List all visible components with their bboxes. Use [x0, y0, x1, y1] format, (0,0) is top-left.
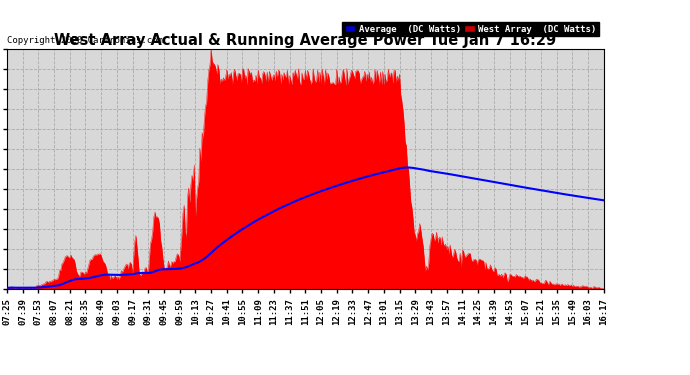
Text: Copyright 2020 Cartronics.com: Copyright 2020 Cartronics.com	[7, 36, 163, 45]
Legend: Average  (DC Watts), West Array  (DC Watts): Average (DC Watts), West Array (DC Watts…	[342, 22, 599, 36]
Title: West Array Actual & Running Average Power Tue Jan 7 16:29: West Array Actual & Running Average Powe…	[55, 33, 556, 48]
